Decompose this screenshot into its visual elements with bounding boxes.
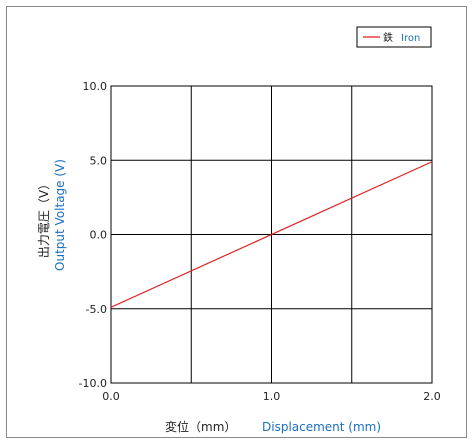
legend-label-jp: 鉄 (383, 31, 393, 44)
x-tick-label: 0.0 (102, 390, 120, 403)
y-tick-label: -5.0 (86, 303, 107, 316)
x-tick-labels: 0.0 1.0 2.0 (102, 390, 441, 403)
series-line-iron (110, 161, 433, 308)
series-layer (110, 161, 433, 308)
x-axis-label-jp: 変位（mm） (165, 419, 236, 434)
legend: 鉄 Iron (356, 26, 432, 48)
y-tick-labels: 10.0 5.0 0.0 -5.0 -10.0 (79, 80, 107, 390)
grid-lines (111, 86, 432, 383)
y-tick-label: 0.0 (90, 229, 108, 242)
y-tick-label: 10.0 (83, 80, 108, 93)
legend-box (356, 26, 432, 48)
x-tick-label: 1.0 (263, 390, 281, 403)
legend-label-en: Iron (401, 33, 420, 44)
x-tick-label: 2.0 (423, 390, 441, 403)
y-tick-label: -10.0 (79, 377, 107, 390)
y-tick-label: 5.0 (90, 154, 108, 167)
y-axis-label-jp: 出力電圧（V） (37, 178, 51, 258)
chart-frame (6, 6, 467, 438)
y-axis-label-en: Output Voltage (V) (53, 159, 67, 271)
plot-border (110, 85, 433, 384)
x-axis-label-en: Displacement (mm) (262, 420, 381, 434)
